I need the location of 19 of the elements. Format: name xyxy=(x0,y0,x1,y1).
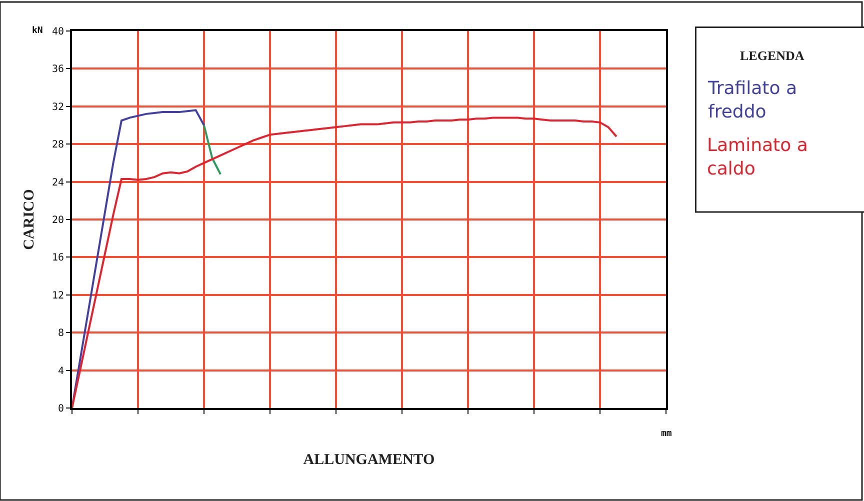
y-tick-label: 20 xyxy=(52,215,64,226)
x-axis-title: ALLUNGAMENTO xyxy=(303,452,435,468)
y-tick-label: 40 xyxy=(52,26,64,38)
y-tick-label: 12 xyxy=(52,290,64,302)
y-tick-label: 16 xyxy=(52,252,64,264)
y-tick-label: 8 xyxy=(58,328,64,340)
y-tick-label: 36 xyxy=(52,64,64,76)
text: Trafilato a freddo xyxy=(707,78,797,122)
y-axis-title: CARICO xyxy=(22,189,38,250)
y-tick-label: 4 xyxy=(58,366,64,377)
y-tick-label: 28 xyxy=(52,140,64,151)
text: mm xyxy=(661,429,672,439)
text: Laminato a caldo xyxy=(707,135,808,180)
y-tick-label: 24 xyxy=(52,177,64,188)
legend-title: LEGENDA xyxy=(740,48,805,63)
line-series xyxy=(72,116,618,408)
y-tick-label: 32 xyxy=(52,102,64,113)
text: kN xyxy=(32,26,43,36)
y-tick-label: 0 xyxy=(58,404,64,414)
